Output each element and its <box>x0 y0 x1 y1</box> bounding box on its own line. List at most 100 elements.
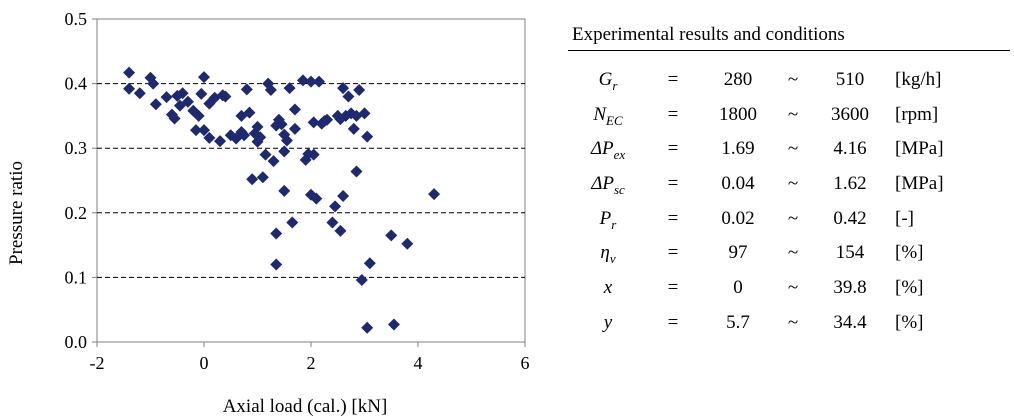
max-value: 3600 <box>831 103 869 125</box>
data-points <box>123 66 441 334</box>
x-tick-label: 2 <box>307 353 316 373</box>
data-point <box>428 188 441 201</box>
range-tilde: ~ <box>787 242 799 264</box>
unit-label: [MPa] <box>895 138 944 160</box>
data-point <box>240 83 253 96</box>
data-point <box>149 98 162 111</box>
data-point <box>270 258 283 271</box>
equals-sign: = <box>667 207 679 229</box>
min-value: 97 <box>728 242 748 264</box>
data-point <box>363 257 376 270</box>
data-point <box>353 84 366 97</box>
symbol-subscript: sc <box>613 181 625 197</box>
data-point <box>123 82 136 95</box>
symbol-main: N <box>593 103 607 125</box>
data-point <box>339 109 352 122</box>
data-point <box>160 91 173 104</box>
symbol-main: ΔP <box>591 173 614 195</box>
data-point <box>176 87 189 100</box>
unit-label: [MPa] <box>895 173 944 195</box>
data-point <box>326 216 339 229</box>
data-point <box>147 77 160 90</box>
table-row: Pr = 0.02 ~0.42 [-] <box>568 202 1012 237</box>
data-point <box>168 112 181 125</box>
x-axis-title: Axial load (cal.) [kN] <box>223 396 388 417</box>
table-row: ηv = 97 ~154 [%] <box>568 236 1012 271</box>
x-axis-ticks: -2 0 2 4 6 <box>90 342 530 373</box>
equals-sign: = <box>667 277 679 299</box>
table-rows: Gr = 280 ~510 [kg/h] NEC = 1800 ~3600 [rpm] ΔPex = 1… <box>568 63 1012 341</box>
y-axis-title: Pressure ratio <box>6 161 27 265</box>
data-point <box>385 229 398 242</box>
data-point <box>355 273 368 286</box>
table-row: NEC = 1800 ~3600 [rpm] <box>568 98 1012 133</box>
data-point <box>238 129 251 142</box>
table-title: Experimental results and conditions <box>572 24 845 45</box>
max-value: 4.16 <box>833 138 867 160</box>
equals-sign: = <box>667 69 679 90</box>
data-point <box>401 237 414 250</box>
variable-symbol: ηv <box>568 236 648 277</box>
symbol-main: y <box>603 311 613 333</box>
data-point <box>305 75 317 88</box>
data-point <box>288 122 301 135</box>
data-point <box>361 321 374 334</box>
symbol-subscript: v <box>609 251 616 267</box>
x-tick-label: 6 <box>521 353 530 373</box>
data-point <box>192 109 205 122</box>
data-point <box>198 71 210 84</box>
data-point <box>310 192 323 205</box>
data-point <box>286 216 299 229</box>
symbol-main: η <box>600 242 610 264</box>
data-point <box>133 87 146 100</box>
data-point <box>313 75 326 88</box>
y-tick-label: 0.0 <box>65 332 88 352</box>
y-tick-label: 0.3 <box>65 138 88 158</box>
data-point <box>321 113 334 126</box>
variable-symbol: x <box>568 271 648 306</box>
symbol-main: P <box>599 207 612 229</box>
max-value: 34.4 <box>833 311 867 333</box>
data-point <box>334 224 347 237</box>
data-point <box>347 122 360 135</box>
unit-label: [rpm] <box>895 103 939 125</box>
data-point <box>251 135 264 148</box>
variable-symbol: Gr <box>568 63 648 104</box>
data-point <box>254 131 267 144</box>
data-point <box>243 106 256 119</box>
variable-symbol: ΔPsc <box>568 167 648 208</box>
conditions-table: Experimental results and conditions Gr = 2… <box>568 22 1012 341</box>
data-point <box>270 227 283 240</box>
max-value: 154 <box>835 242 865 264</box>
equals-sign: = <box>667 138 679 160</box>
y-axis-ticks: 0.0 0.1 0.2 0.3 0.4 0.5 <box>65 9 97 352</box>
data-point <box>181 95 194 108</box>
x-tick-label: 4 <box>414 353 423 373</box>
equals-sign: = <box>667 103 679 125</box>
data-point <box>198 124 210 137</box>
range-tilde: ~ <box>787 69 799 90</box>
symbol-subscript: r <box>612 77 618 93</box>
data-point <box>123 66 136 79</box>
data-point <box>262 77 275 90</box>
table-title-rule <box>568 50 1010 51</box>
data-point <box>278 145 291 158</box>
x-tick-label: -2 <box>90 353 105 373</box>
max-value: 510 <box>835 69 865 90</box>
variable-symbol: Pr <box>568 202 648 243</box>
table-row: Gr = 280 ~510 [kg/h] <box>568 63 1012 98</box>
data-point <box>288 103 301 116</box>
range-tilde: ~ <box>787 173 799 195</box>
min-value: 5.7 <box>726 311 750 333</box>
data-point <box>189 124 202 137</box>
unit-label: [%] <box>895 242 924 264</box>
data-point <box>251 120 264 133</box>
data-point <box>267 155 280 168</box>
data-point <box>387 318 400 331</box>
data-point <box>361 130 374 143</box>
data-point <box>337 190 350 203</box>
data-point <box>195 87 208 100</box>
data-point <box>278 184 291 197</box>
data-point <box>342 90 355 103</box>
data-point <box>283 82 296 95</box>
